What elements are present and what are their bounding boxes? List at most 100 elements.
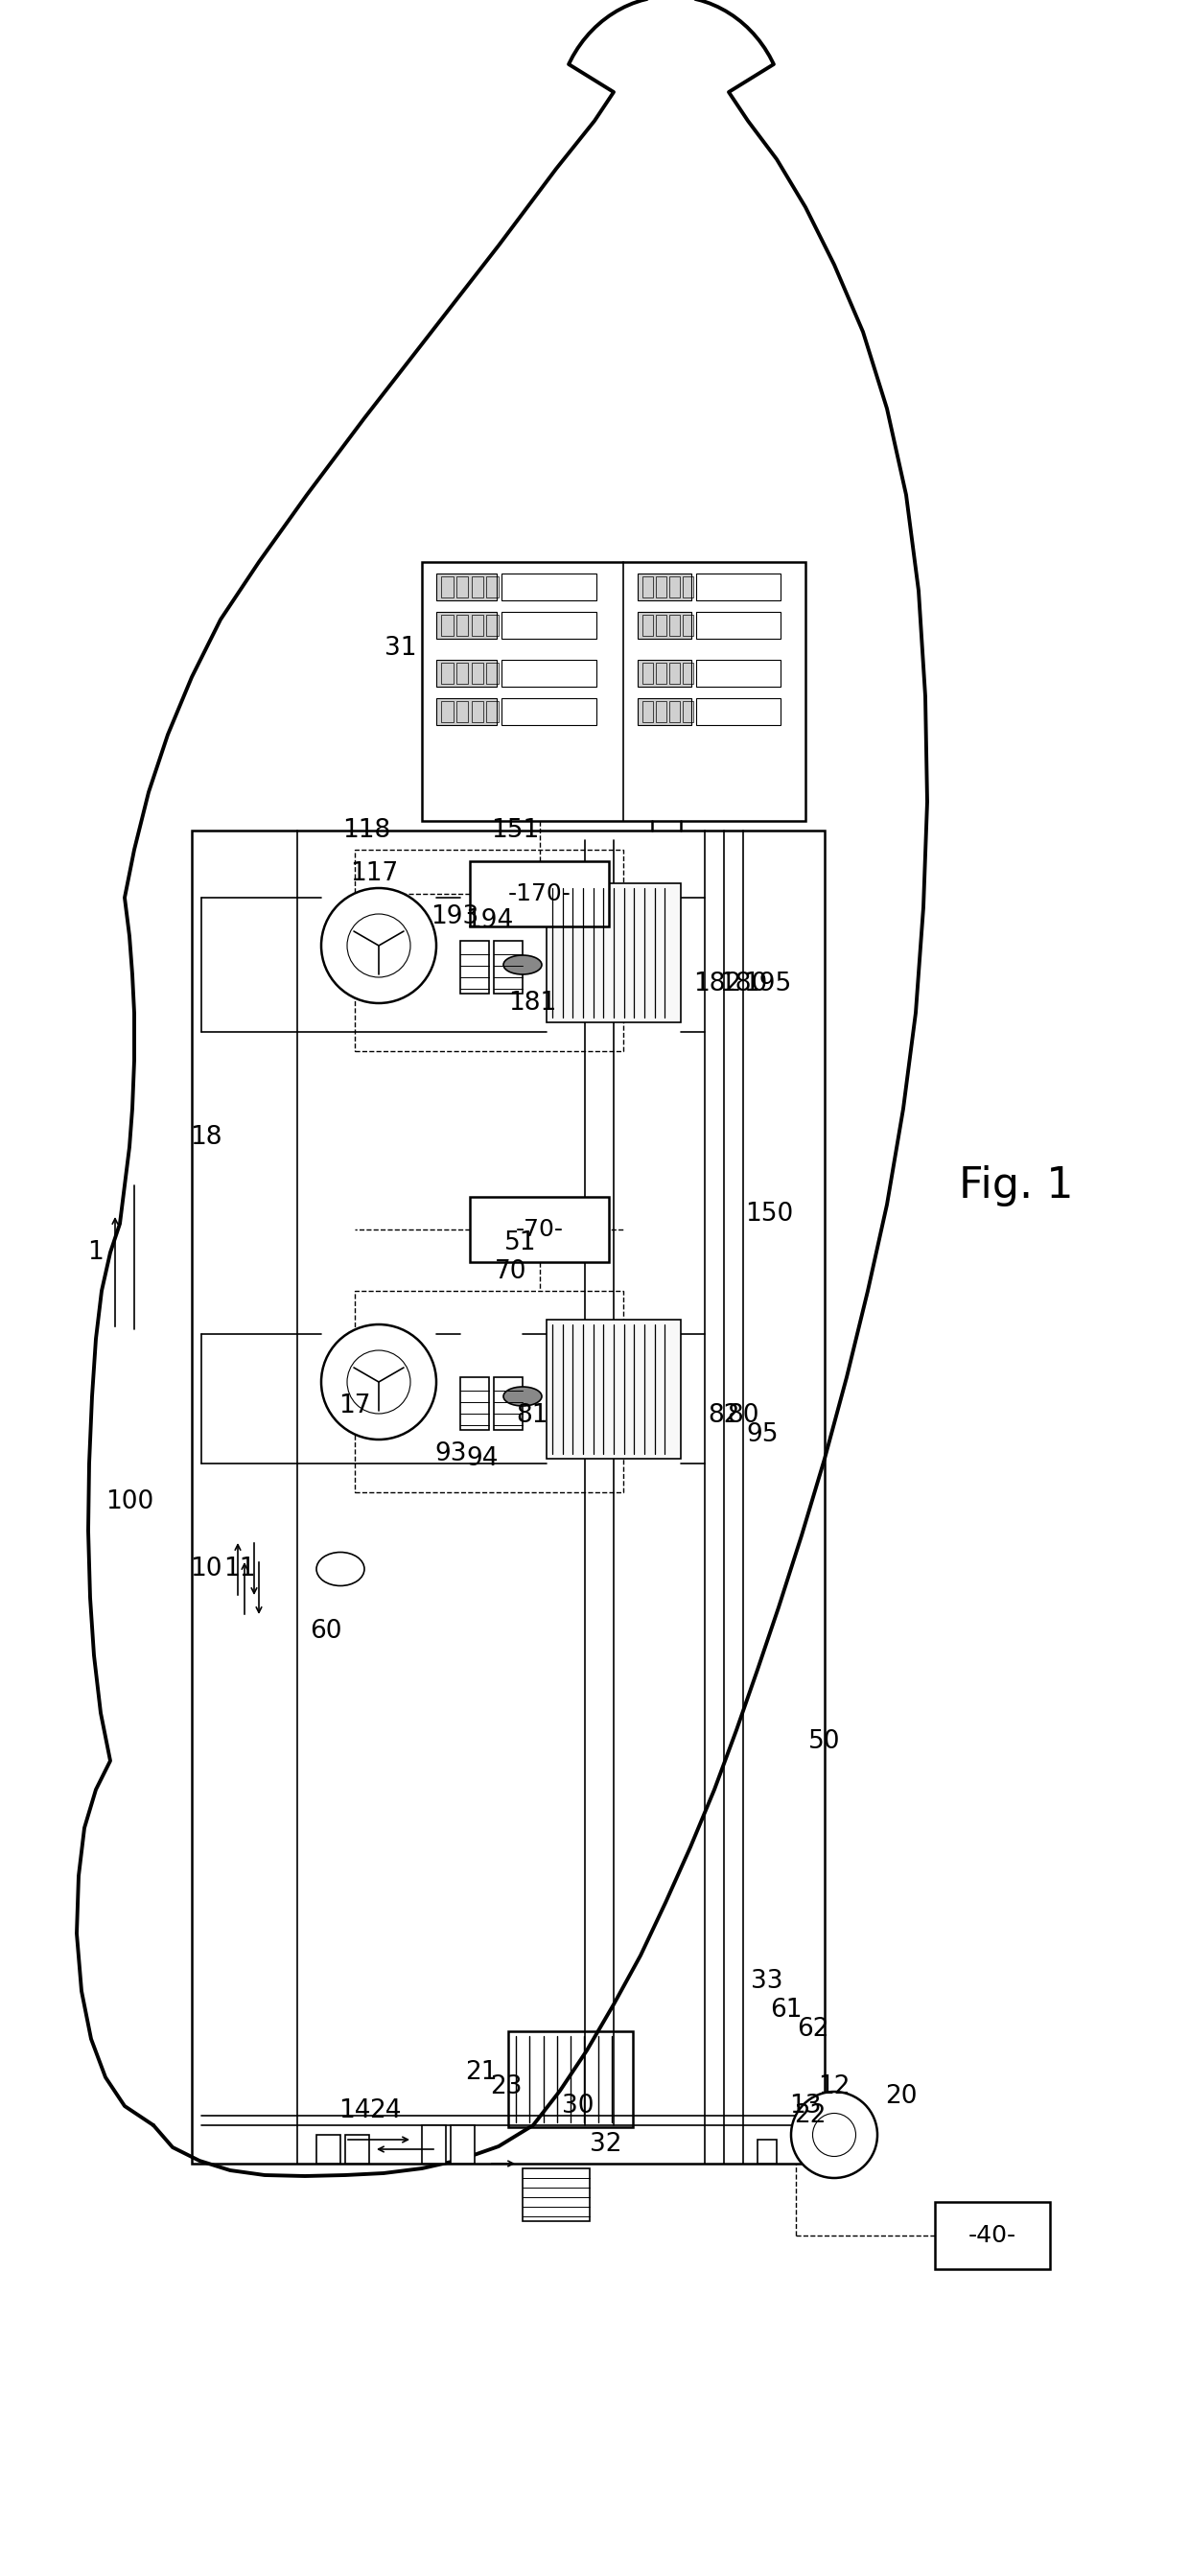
Ellipse shape	[503, 1386, 542, 1406]
Bar	[682, 577, 693, 598]
Bar	[191, 829, 825, 2164]
Bar	[502, 613, 597, 639]
Bar	[696, 574, 780, 600]
Bar	[471, 662, 484, 683]
Text: 24: 24	[370, 2099, 402, 2123]
Text: Fig. 1: Fig. 1	[960, 1164, 1074, 1206]
Bar	[457, 701, 468, 721]
Text: 14: 14	[339, 2099, 371, 2123]
Bar	[441, 616, 453, 636]
Bar	[935, 2202, 1050, 2269]
Text: 182: 182	[693, 971, 741, 997]
Bar	[656, 577, 667, 598]
Ellipse shape	[503, 956, 542, 974]
Text: 194: 194	[465, 909, 514, 933]
Circle shape	[791, 2092, 877, 2177]
Bar	[441, 701, 453, 721]
Bar	[656, 662, 667, 683]
Text: 195: 195	[743, 971, 791, 997]
Text: 22: 22	[794, 2102, 826, 2128]
Bar	[422, 562, 805, 822]
Text: 21: 21	[465, 2061, 497, 2084]
Bar	[547, 1319, 681, 1458]
Bar	[345, 2136, 369, 2164]
Bar	[642, 701, 653, 721]
Bar	[642, 577, 653, 598]
Bar	[637, 659, 691, 688]
Text: 118: 118	[342, 819, 390, 842]
Bar	[493, 1378, 523, 1430]
Bar	[547, 884, 681, 1023]
Text: 117: 117	[350, 860, 398, 886]
Bar	[696, 698, 780, 724]
Bar	[523, 2169, 590, 2221]
Bar	[460, 1378, 489, 1430]
Bar	[656, 616, 667, 636]
Circle shape	[321, 889, 436, 1002]
Text: 100: 100	[106, 1489, 153, 1515]
Text: 51: 51	[504, 1231, 536, 1255]
Circle shape	[321, 1324, 436, 1440]
Text: 13: 13	[789, 2094, 822, 2117]
Bar	[696, 659, 780, 688]
Bar	[470, 860, 609, 927]
Bar	[436, 613, 497, 639]
Text: 1: 1	[88, 1239, 103, 1265]
Bar	[451, 2125, 474, 2164]
Bar	[457, 616, 468, 636]
Bar	[637, 574, 691, 600]
Bar	[486, 616, 498, 636]
Bar	[422, 2125, 446, 2164]
Text: 81: 81	[516, 1404, 548, 1427]
Bar	[642, 616, 653, 636]
Text: 151: 151	[491, 819, 539, 842]
Text: 32: 32	[590, 2133, 622, 2156]
Text: 61: 61	[770, 1999, 803, 2022]
Bar	[471, 616, 484, 636]
Bar	[493, 940, 523, 994]
Bar	[502, 574, 597, 600]
Bar	[354, 1291, 623, 1492]
Text: -70-: -70-	[515, 1218, 564, 1242]
Text: 17: 17	[339, 1394, 371, 1419]
Bar	[441, 662, 453, 683]
Bar	[457, 577, 468, 598]
Bar	[471, 577, 484, 598]
Text: 23: 23	[490, 2074, 522, 2099]
Bar	[682, 701, 693, 721]
Text: 82: 82	[707, 1404, 740, 1427]
Text: 62: 62	[797, 2017, 829, 2043]
Bar	[316, 2136, 340, 2164]
Ellipse shape	[316, 1553, 364, 1587]
Bar	[508, 2032, 633, 2128]
Bar	[502, 698, 597, 724]
Text: -170-: -170-	[508, 884, 571, 904]
Bar	[486, 701, 498, 721]
Bar	[682, 662, 693, 683]
Text: 94: 94	[466, 1445, 498, 1471]
Bar	[637, 613, 691, 639]
Text: 193: 193	[430, 904, 479, 930]
Text: 11: 11	[224, 1556, 256, 1582]
Bar	[669, 577, 680, 598]
Text: 80: 80	[726, 1404, 760, 1427]
Text: 180: 180	[719, 971, 767, 997]
Bar	[441, 577, 453, 598]
Text: 50: 50	[809, 1728, 841, 1754]
Bar	[436, 574, 497, 600]
Bar	[470, 1198, 609, 1262]
Bar	[457, 662, 468, 683]
Bar	[642, 662, 653, 683]
Text: 93: 93	[435, 1443, 467, 1466]
Text: 10: 10	[190, 1556, 222, 1582]
Text: 70: 70	[495, 1260, 527, 1285]
Text: 31: 31	[385, 636, 417, 662]
Bar	[486, 577, 498, 598]
Text: 12: 12	[818, 2074, 850, 2099]
Text: 30: 30	[562, 2094, 594, 2117]
Bar	[502, 659, 597, 688]
Bar	[696, 613, 780, 639]
Text: 20: 20	[886, 2084, 918, 2110]
Bar	[637, 698, 691, 724]
Bar	[669, 701, 680, 721]
